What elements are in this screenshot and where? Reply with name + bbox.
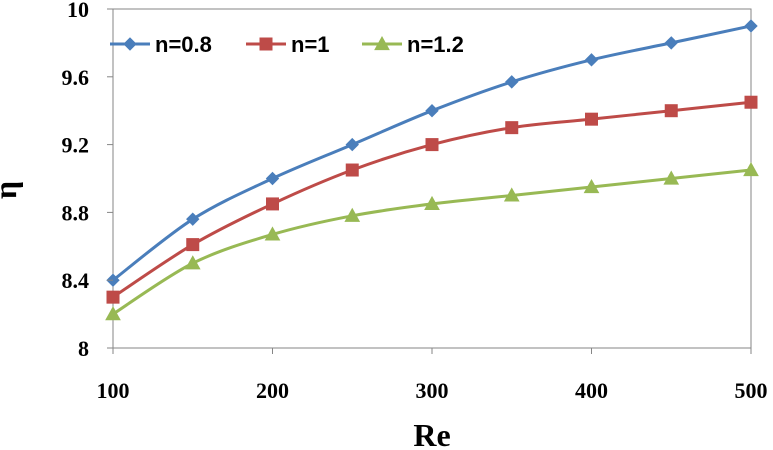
data-point <box>424 195 440 211</box>
data-point <box>743 161 759 177</box>
x-tick-label: 500 <box>735 378 768 403</box>
data-point <box>744 19 758 33</box>
legend-label: n=1.2 <box>407 32 464 57</box>
data-point <box>585 112 598 126</box>
data-point <box>345 163 359 177</box>
data-point <box>503 187 520 202</box>
legend-marker <box>259 37 273 51</box>
x-tick-label: 400 <box>575 378 608 403</box>
legend-marker <box>123 37 137 51</box>
data-point <box>345 137 359 152</box>
series-n=1.2 <box>105 161 759 321</box>
legend-label: n=0.8 <box>155 32 212 57</box>
data-point <box>265 171 280 186</box>
y-tick-label: 10 <box>67 0 89 22</box>
series-line <box>111 168 753 316</box>
y-tick-label: 9.6 <box>62 65 90 90</box>
y-tick-label: 8.4 <box>62 268 90 293</box>
x-axis-title: Re <box>413 417 450 450</box>
data-point <box>505 121 519 135</box>
x-axis-ticks: 100 200 300 400 500 <box>97 348 768 403</box>
x-tick-label: 200 <box>256 378 289 403</box>
legend-item: n=1.2 <box>362 32 464 57</box>
data-point <box>264 226 281 241</box>
series-n=1 <box>106 95 758 304</box>
data-point <box>505 75 519 89</box>
plot-border <box>112 8 752 349</box>
legend-label: n=1 <box>291 32 330 57</box>
data-point <box>583 178 600 194</box>
data-point <box>105 306 121 321</box>
data-point <box>663 170 680 185</box>
data-point <box>344 207 361 222</box>
legend: n=0.8 n=1 n=1.2 <box>110 32 464 57</box>
data-point <box>186 238 200 252</box>
data-point <box>664 36 678 50</box>
legend-marker <box>374 35 390 51</box>
data-point <box>425 138 439 152</box>
y-tick-label: 8.8 <box>62 200 90 225</box>
legend-item: n=0.8 <box>110 32 212 57</box>
data-point <box>106 290 120 304</box>
y-tick-label: 8 <box>78 336 89 361</box>
plot-area <box>112 8 752 349</box>
legend-item: n=1 <box>246 32 330 57</box>
data-point <box>266 197 279 211</box>
series-line <box>111 24 753 282</box>
data-point <box>425 103 439 118</box>
data-point <box>744 95 758 109</box>
y-axis-title: η <box>0 181 23 199</box>
data-point <box>184 255 201 270</box>
series-n=0.8 <box>106 19 758 287</box>
series-layer <box>105 19 759 321</box>
data-point <box>584 53 599 67</box>
x-tick-label: 300 <box>416 378 449 403</box>
y-tick-label: 9.2 <box>62 133 90 158</box>
data-point <box>664 104 678 118</box>
data-point <box>186 212 200 226</box>
y-axis-ticks: 8 8.4 8.8 9.2 9.6 10 <box>62 0 113 361</box>
x-tick-label: 100 <box>97 378 130 403</box>
